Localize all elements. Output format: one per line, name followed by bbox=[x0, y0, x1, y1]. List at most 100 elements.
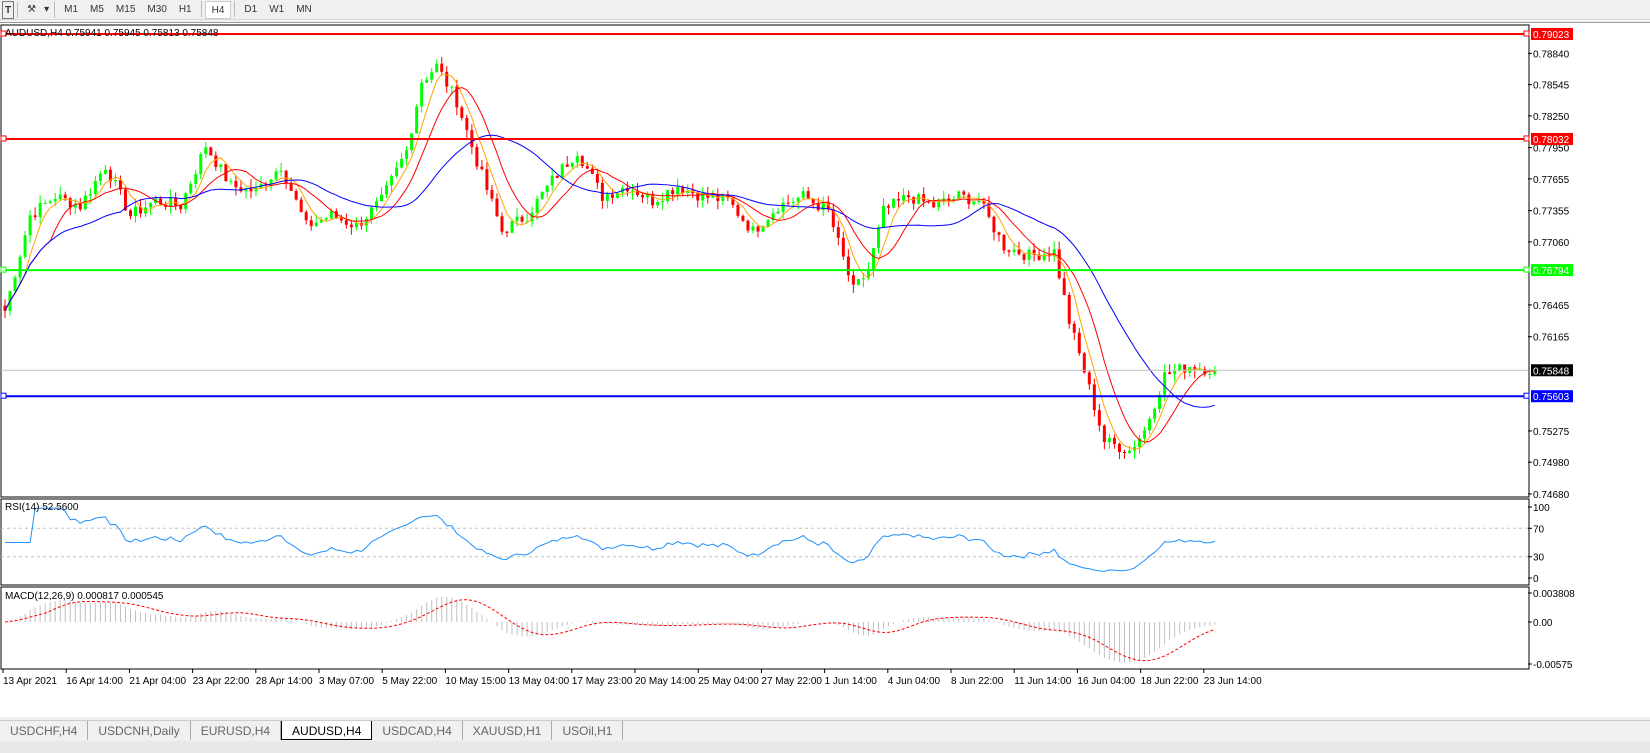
toolbar-divider bbox=[17, 1, 19, 18]
candle-body bbox=[736, 204, 740, 216]
chart-tab[interactable]: AUDUSD,H4 bbox=[281, 721, 373, 740]
toolbar-divider bbox=[54, 1, 56, 18]
candle-body bbox=[871, 248, 875, 271]
chart-window[interactable]: 0.78840 0.78545 0.78250 0.77950 0.77655 0.773… bbox=[0, 22, 1650, 717]
candle-body bbox=[314, 222, 318, 227]
candle-body bbox=[801, 191, 805, 198]
candle-body bbox=[661, 201, 665, 203]
candle-body bbox=[600, 182, 604, 201]
candle-body bbox=[445, 71, 449, 87]
candle-body bbox=[565, 164, 569, 167]
candle-body bbox=[204, 147, 208, 155]
ma-slow-line bbox=[4, 134, 1215, 408]
timeframe-m1[interactable]: M1 bbox=[64, 3, 79, 15]
timeframe-h1[interactable]: H1 bbox=[178, 3, 192, 15]
candle-body bbox=[1077, 332, 1081, 354]
macd-signal-line bbox=[4, 599, 1215, 662]
candle-body bbox=[646, 193, 650, 198]
candle-body bbox=[219, 164, 223, 167]
candle-body bbox=[962, 191, 966, 195]
date-label: 20 May 14:00 bbox=[635, 676, 696, 687]
candle-body bbox=[284, 170, 288, 184]
draw-tools-icon[interactable]: ⚒ bbox=[27, 3, 37, 15]
date-label: 21 Apr 04:00 bbox=[129, 676, 186, 687]
candle-body bbox=[189, 183, 193, 194]
chart-canvas[interactable]: 0.78840 0.78545 0.78250 0.77950 0.77655 0.773… bbox=[0, 23, 1650, 718]
timeframe-m30[interactable]: M30 bbox=[147, 3, 167, 15]
candle-body bbox=[299, 199, 303, 213]
toolbar-divider bbox=[234, 0, 236, 17]
macd-tick-label: 0.00 bbox=[1533, 618, 1553, 629]
candle-body bbox=[58, 194, 62, 200]
current-price-tag bbox=[1531, 364, 1573, 377]
toolbar-divider bbox=[200, 0, 202, 17]
timeframe-mn[interactable]: MN bbox=[296, 3, 312, 15]
candle-body bbox=[912, 197, 916, 204]
candle-body bbox=[405, 150, 409, 159]
candle-body bbox=[590, 168, 594, 174]
price-tick-label: 0.77950 bbox=[1533, 144, 1570, 155]
candle-body bbox=[334, 211, 338, 219]
timeframe-m5[interactable]: M5 bbox=[90, 3, 104, 15]
candle-body bbox=[1067, 294, 1071, 324]
candle-body bbox=[88, 194, 92, 196]
candle-body bbox=[987, 203, 991, 217]
candle-body bbox=[1178, 364, 1182, 371]
candle-body bbox=[972, 201, 976, 205]
text-tool-icon[interactable]: T bbox=[2, 0, 15, 19]
candle-body bbox=[214, 155, 218, 167]
candle-body bbox=[831, 209, 835, 228]
candle-body bbox=[440, 63, 444, 72]
candle-body bbox=[134, 206, 138, 217]
level-price-tag bbox=[1531, 390, 1573, 403]
candle-body bbox=[731, 197, 735, 205]
candle-body bbox=[1007, 250, 1011, 252]
ma-fast-line bbox=[4, 73, 1215, 450]
date-label: 8 Jun 22:00 bbox=[951, 676, 1004, 687]
candle-body bbox=[836, 227, 840, 238]
timeframe-w1[interactable]: W1 bbox=[269, 3, 285, 15]
candle-body bbox=[701, 193, 705, 201]
timeframe-h4[interactable]: H4 bbox=[204, 0, 232, 19]
candle-body bbox=[876, 227, 880, 249]
chart-tabs: USDCHF,H4 USDCNH,Daily EURUSD,H4 AUDUSD,H4 U… bbox=[0, 720, 1650, 740]
candle-body bbox=[671, 190, 675, 194]
candle-body bbox=[1037, 254, 1041, 260]
chart-tab[interactable]: USDCAD,H4 bbox=[372, 721, 463, 740]
candle-body bbox=[33, 215, 37, 217]
candle-body bbox=[781, 202, 785, 212]
candle-body bbox=[796, 197, 800, 202]
timeframe-d1[interactable]: D1 bbox=[244, 3, 258, 15]
chart-tab[interactable]: XAUUSD,H1 bbox=[463, 721, 553, 740]
dropdown-arrow-icon[interactable]: ▾ bbox=[44, 3, 50, 15]
price-tick-label: 0.76465 bbox=[1533, 301, 1570, 312]
candle-body bbox=[641, 195, 645, 198]
candle-body bbox=[410, 133, 414, 151]
chart-tab[interactable]: USOil,H1 bbox=[552, 721, 624, 740]
candle-body bbox=[756, 226, 760, 232]
chart-tab[interactable]: EURUSD,H4 bbox=[191, 721, 282, 740]
candle-body bbox=[1213, 370, 1217, 374]
candle-body bbox=[435, 63, 439, 73]
candle-body bbox=[560, 164, 564, 178]
candle-body bbox=[741, 215, 745, 221]
candle-body bbox=[505, 231, 509, 233]
price-tick-label: 0.74680 bbox=[1533, 490, 1570, 501]
candle-body bbox=[636, 190, 640, 196]
candle-body bbox=[791, 201, 795, 203]
candle-body bbox=[615, 192, 619, 198]
candle-body bbox=[460, 107, 464, 118]
candle-body bbox=[93, 180, 97, 195]
chart-header: AUDUSD,H4 0.75941 0.75945 0.75813 0.7584… bbox=[5, 28, 219, 39]
date-label: 4 Jun 04:00 bbox=[888, 676, 941, 687]
candle-body bbox=[159, 198, 163, 205]
candle-body bbox=[194, 174, 198, 184]
timeframe-m15[interactable]: M15 bbox=[115, 3, 136, 15]
chart-tab[interactable]: USDCHF,H4 bbox=[0, 721, 89, 740]
candle-body bbox=[1062, 278, 1066, 295]
date-label: 25 May 04:00 bbox=[698, 676, 759, 687]
candle-body bbox=[1148, 418, 1152, 431]
chart-tab[interactable]: USDCNH,Daily bbox=[88, 721, 191, 740]
candle-body bbox=[369, 207, 373, 219]
candle-body bbox=[786, 202, 790, 204]
